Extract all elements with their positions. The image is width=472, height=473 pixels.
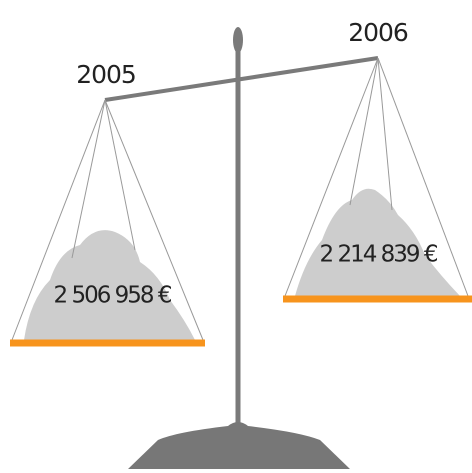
scale-beam bbox=[105, 58, 378, 100]
amount-label: 2 214 839 € bbox=[320, 242, 438, 268]
balance-scale: 2005 2006 2 506 958 € 2 214 839 € bbox=[0, 0, 472, 469]
amount-label: 2 506 958 € bbox=[54, 283, 172, 309]
year-label: 2005 bbox=[76, 60, 136, 89]
year-label: 2006 bbox=[348, 18, 408, 47]
